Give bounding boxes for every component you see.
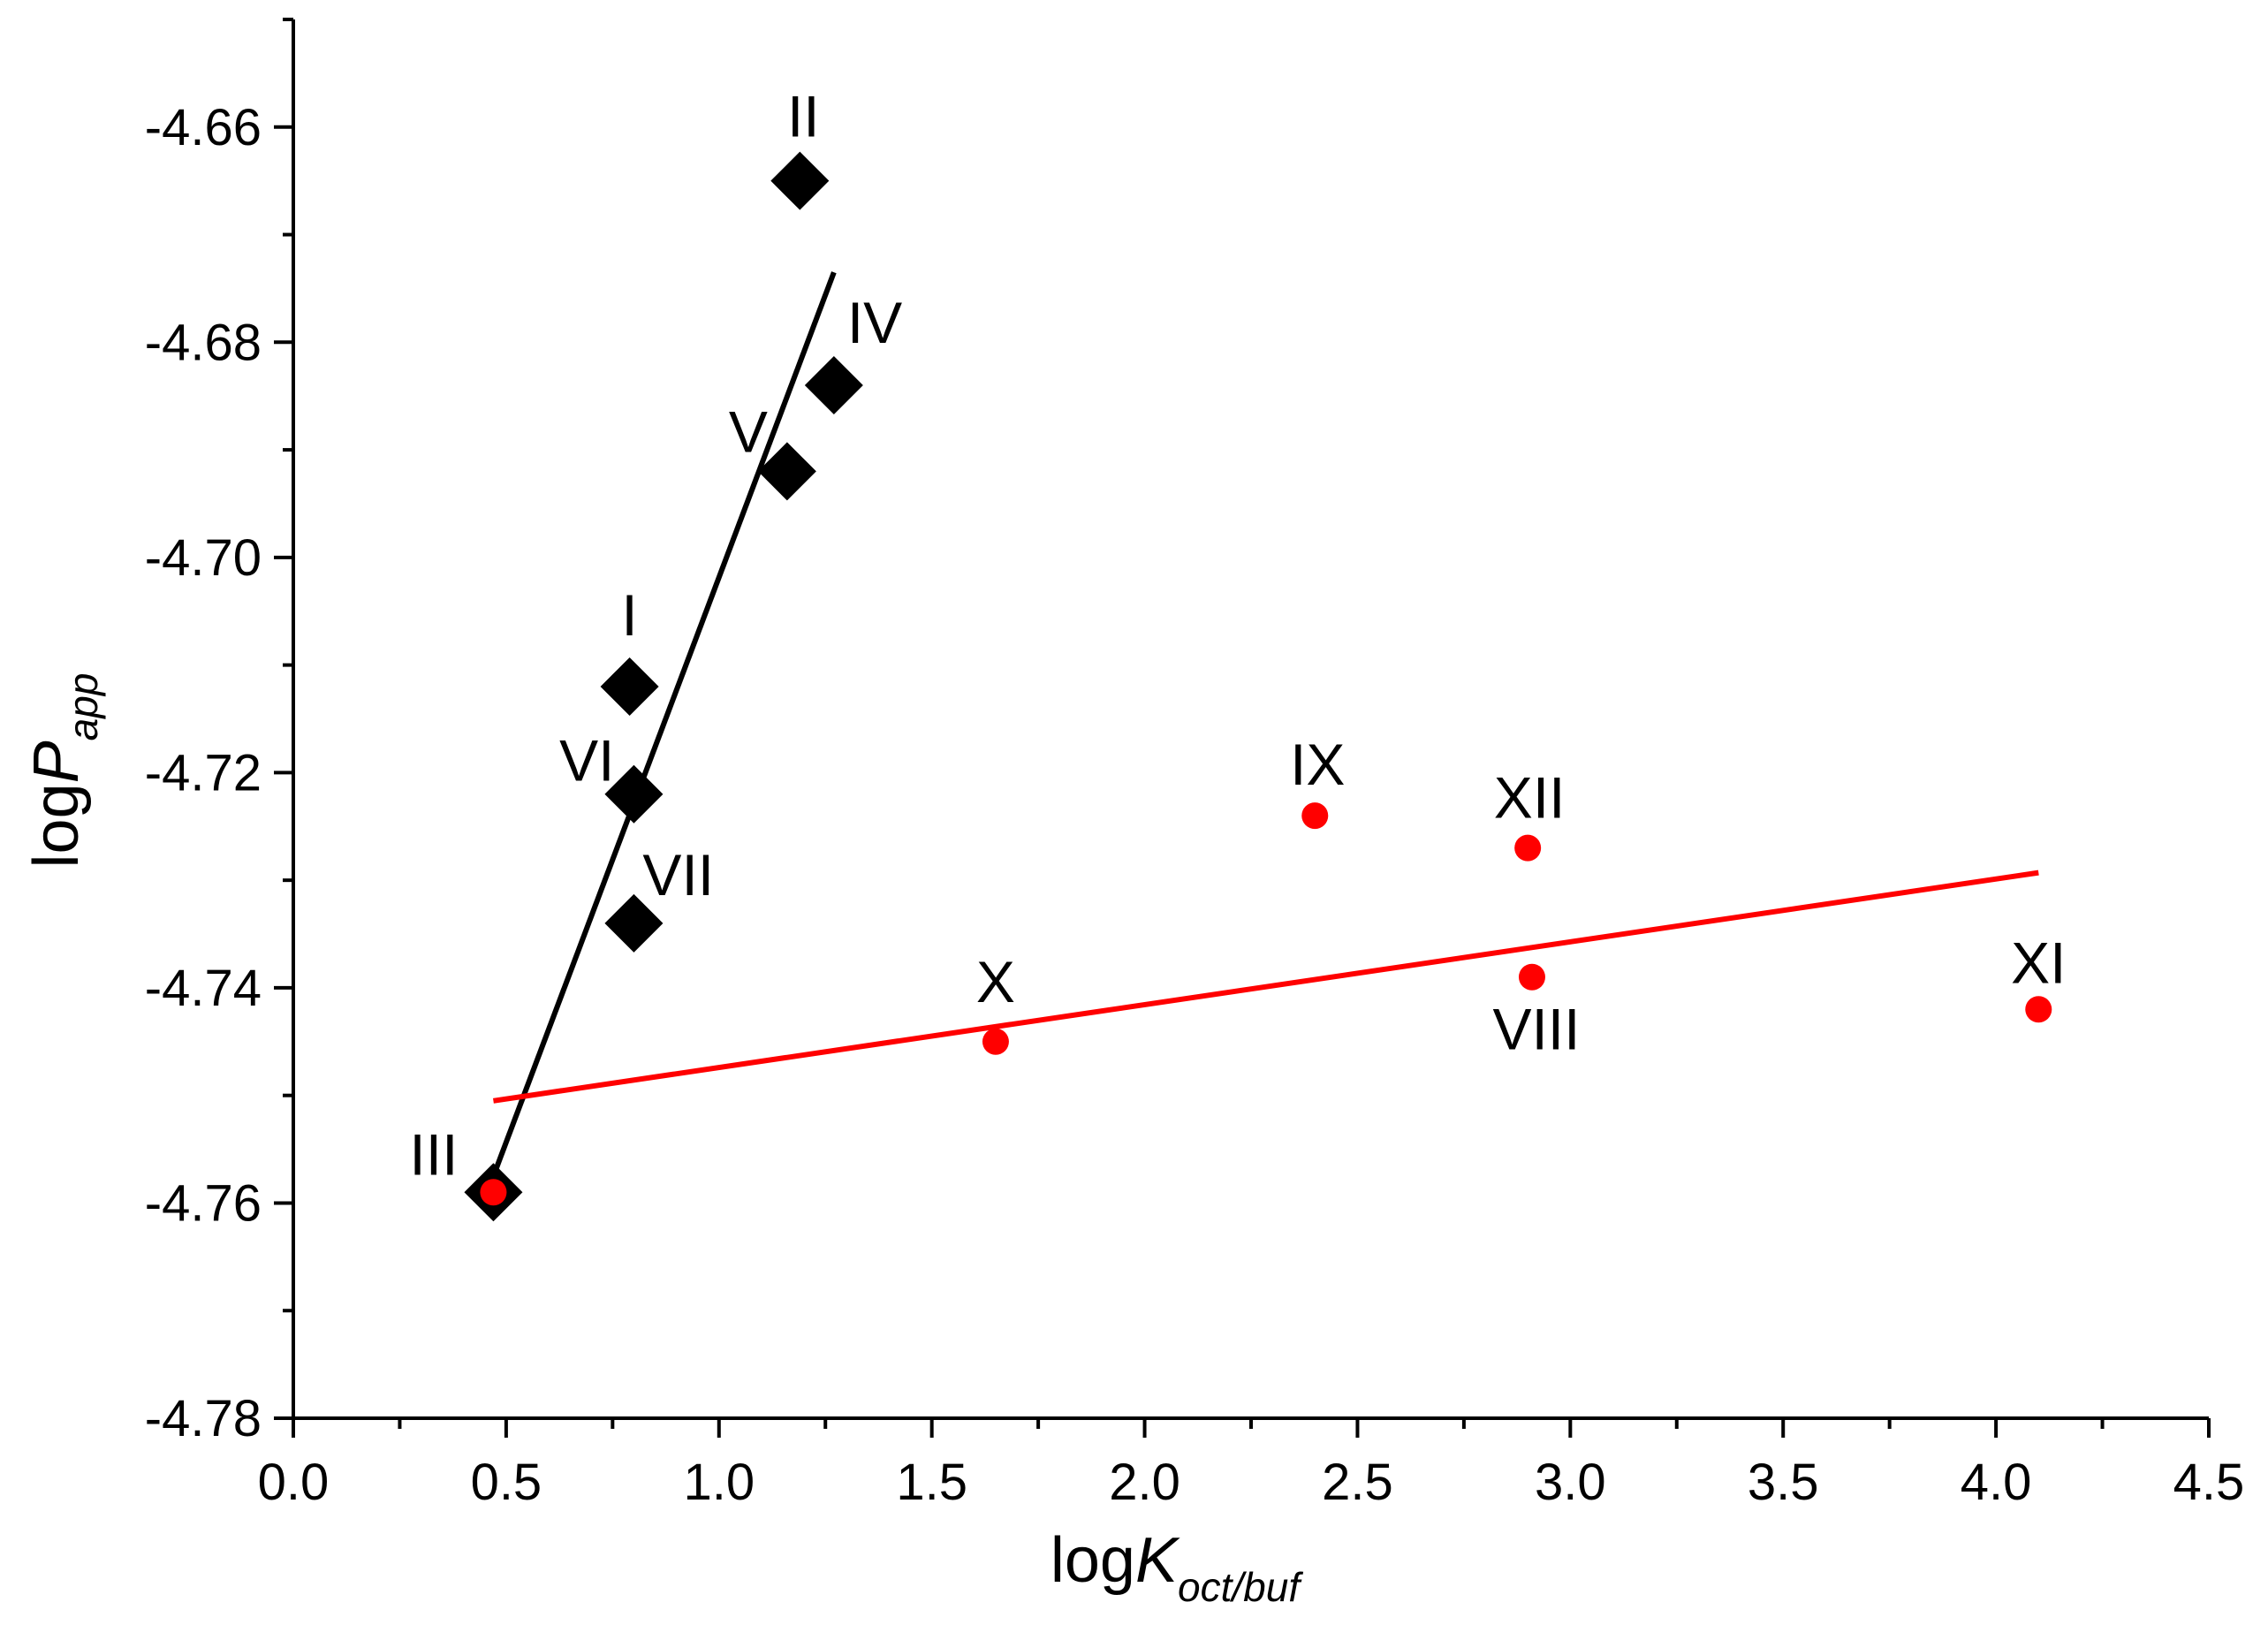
point-label-XII: XII bbox=[1494, 765, 1566, 831]
y-tick-label: -4.70 bbox=[145, 529, 262, 587]
point-label-IX: IX bbox=[1290, 732, 1345, 797]
plot-axes: 0.0 0.5 1.0 1.5 2.0 2.5 3.0 3.5 4.0 4.5 -4.78 -4.76… bbox=[145, 18, 2245, 1511]
point-label-VIII: VIII bbox=[1492, 997, 1580, 1062]
point-diamond-V bbox=[757, 442, 816, 501]
fit-line-black bbox=[490, 271, 837, 1178]
point-label-IV: IV bbox=[847, 290, 902, 355]
point-label-XI: XI bbox=[2011, 930, 2066, 995]
x-tick-label: 2.0 bbox=[1109, 1454, 1180, 1511]
fit-lines bbox=[490, 271, 2039, 1178]
data-points bbox=[464, 151, 2052, 1222]
x-tick-label: 4.0 bbox=[1961, 1454, 2032, 1511]
y-tick-label: -4.76 bbox=[145, 1174, 262, 1232]
point-diamond-I bbox=[600, 657, 659, 716]
x-tick-label: 4.5 bbox=[2173, 1454, 2245, 1511]
fit-line-red bbox=[492, 869, 2039, 1104]
point-diamond-VI bbox=[604, 764, 664, 824]
x-tick-label: 0.0 bbox=[258, 1454, 330, 1511]
point-circle-III bbox=[480, 1179, 507, 1206]
x-tick-label: 1.5 bbox=[896, 1454, 967, 1511]
y-tick-label: -4.66 bbox=[145, 99, 262, 156]
y-axis-title: logPapp bbox=[21, 673, 106, 869]
x-tick-label: 0.5 bbox=[471, 1454, 542, 1511]
point-diamond-IV bbox=[804, 356, 863, 415]
x-tick-label: 3.5 bbox=[1748, 1454, 1819, 1511]
y-tick-label: -4.74 bbox=[145, 960, 262, 1017]
x-tick-label: 1.0 bbox=[683, 1454, 755, 1511]
y-tick-label: -4.72 bbox=[145, 744, 262, 801]
point-circle-X bbox=[982, 1028, 1009, 1055]
point-circle-IX bbox=[1301, 802, 1329, 830]
point-label-V: V bbox=[729, 399, 768, 464]
point-circle-XI bbox=[2025, 996, 2052, 1023]
point-label-II: II bbox=[787, 84, 820, 149]
x-tick-label: 2.5 bbox=[1322, 1454, 1393, 1511]
point-label-III: III bbox=[409, 1121, 458, 1187]
y-tick-label: -4.68 bbox=[145, 314, 262, 371]
point-circle-XII bbox=[1514, 834, 1542, 862]
point-diamond-VII bbox=[604, 893, 664, 953]
point-label-VII: VII bbox=[642, 842, 714, 907]
x-tick-label: 3.0 bbox=[1535, 1454, 1606, 1511]
y-tick-label: -4.78 bbox=[145, 1390, 262, 1447]
point-circle-VIII bbox=[1518, 963, 1545, 991]
x-axis-title: logKoct/buf bbox=[1051, 1525, 1303, 1610]
point-label-X: X bbox=[976, 949, 1015, 1014]
point-label-VI: VI bbox=[559, 728, 614, 794]
point-label-I: I bbox=[621, 582, 637, 648]
point-diamond-II bbox=[770, 151, 830, 210]
